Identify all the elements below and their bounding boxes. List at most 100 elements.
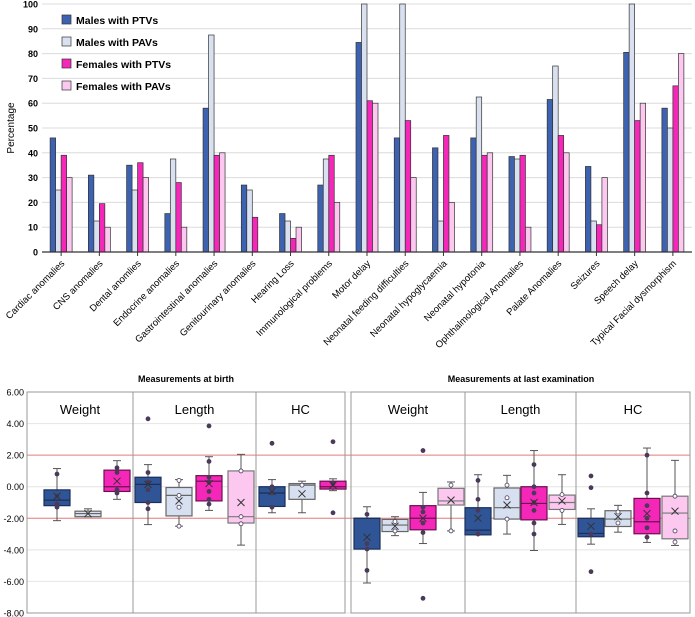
mean-marker xyxy=(391,522,399,531)
bar xyxy=(284,220,291,253)
data-point xyxy=(392,519,398,524)
data-point xyxy=(475,507,481,513)
data-point xyxy=(420,595,426,601)
mean-marker xyxy=(268,487,276,496)
y-tick-label: -4.00 xyxy=(3,545,24,555)
data-point xyxy=(475,496,481,502)
data-point xyxy=(54,471,60,477)
data-point xyxy=(238,521,244,527)
bar xyxy=(585,166,592,253)
bar xyxy=(164,213,171,253)
bar xyxy=(639,102,646,253)
data-point xyxy=(420,448,426,453)
data-point xyxy=(145,487,151,493)
bar xyxy=(410,177,417,253)
bar xyxy=(290,238,297,253)
data-point xyxy=(299,482,305,488)
bar xyxy=(432,147,439,253)
bar xyxy=(557,135,565,253)
mean-marker xyxy=(530,498,538,507)
data-point xyxy=(206,459,212,464)
bar xyxy=(667,127,674,253)
data-point xyxy=(615,520,621,526)
bar xyxy=(678,53,685,253)
bar xyxy=(55,189,62,253)
group-label: Length xyxy=(501,402,541,417)
y-tick-label: 70 xyxy=(28,74,38,84)
data-point xyxy=(531,490,537,496)
data-point xyxy=(448,528,454,534)
bar xyxy=(361,3,368,253)
bar xyxy=(246,189,253,253)
y-tick-label: 80 xyxy=(28,49,38,59)
box xyxy=(165,486,193,517)
data-point xyxy=(269,504,275,510)
bar xyxy=(137,162,144,253)
mean-marker xyxy=(363,533,371,542)
bar xyxy=(525,226,532,253)
data-point xyxy=(644,525,650,531)
mean-marker xyxy=(84,509,92,518)
data-point xyxy=(559,492,565,498)
mean-marker xyxy=(205,479,213,488)
legend-label: Males with PTVs xyxy=(76,15,158,27)
data-point xyxy=(364,546,370,552)
bar xyxy=(169,158,177,253)
bar xyxy=(328,154,335,253)
bar xyxy=(99,203,106,253)
data-point xyxy=(206,501,212,507)
mean-marker xyxy=(329,481,337,489)
bar xyxy=(333,202,341,253)
data-point xyxy=(145,506,151,512)
data-point xyxy=(269,484,275,490)
data-point xyxy=(145,500,151,505)
data-point xyxy=(588,485,594,491)
bar xyxy=(514,158,521,253)
data-point xyxy=(330,439,336,445)
bar xyxy=(355,42,362,253)
bar xyxy=(131,189,138,253)
y-tick-label: 90 xyxy=(28,24,38,34)
y-tick-label: -2.00 xyxy=(3,514,24,524)
bar-y-axis-label: Percentage xyxy=(6,102,17,154)
data-point xyxy=(531,484,537,490)
group-label: Weight xyxy=(388,402,429,417)
bar xyxy=(399,3,406,253)
data-point xyxy=(672,528,678,534)
data-point xyxy=(531,531,537,537)
data-point xyxy=(364,511,370,517)
legend-swatch xyxy=(61,36,72,47)
panel-frame xyxy=(26,391,346,614)
bar xyxy=(49,137,56,253)
data-point xyxy=(54,504,60,510)
legend-label: Females with PAVs xyxy=(76,81,171,93)
y-tick-label: 0 xyxy=(33,248,38,258)
x-tick-label: Immunological problems xyxy=(254,258,335,339)
bar xyxy=(279,213,286,253)
bar xyxy=(623,52,630,253)
mean-marker xyxy=(587,522,595,531)
data-point xyxy=(475,477,481,483)
mean-marker xyxy=(671,507,679,516)
bar xyxy=(322,158,330,253)
y-tick-label: 20 xyxy=(28,198,38,208)
mean-marker xyxy=(175,497,183,505)
mean-marker xyxy=(447,496,455,504)
data-point xyxy=(114,490,120,496)
bar xyxy=(240,184,248,253)
data-point xyxy=(504,516,510,522)
mean-marker xyxy=(419,514,427,523)
bar xyxy=(202,107,209,253)
data-point xyxy=(145,470,151,475)
data-point xyxy=(531,520,537,526)
legend-label: Males with PAVs xyxy=(76,37,158,49)
bar xyxy=(66,177,73,253)
mean-marker xyxy=(614,512,622,521)
bar xyxy=(142,177,149,253)
y-tick-label: 50 xyxy=(28,124,38,134)
data-point xyxy=(206,423,212,429)
group-label: Weight xyxy=(60,402,101,417)
data-point xyxy=(114,465,120,471)
bar xyxy=(552,65,559,253)
